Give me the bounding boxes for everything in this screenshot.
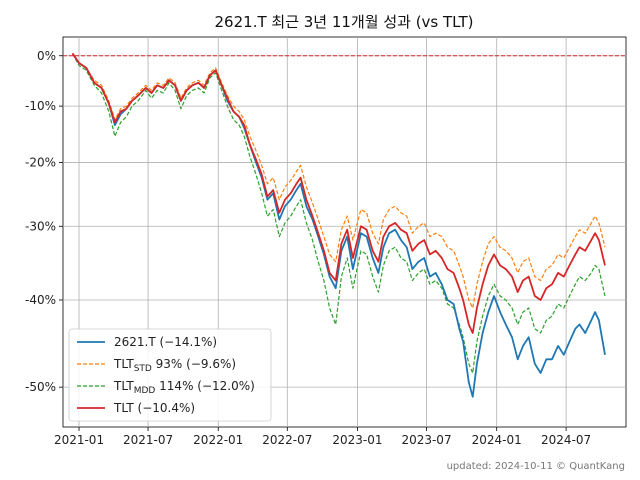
y-axis: 0% -10% -20% -30% -40% -50%: [25, 49, 63, 394]
legend: 2621.T (−14.1%) TLTSTD 93% (−9.6%) TLTMDD …: [68, 328, 272, 422]
x-tick-label: 2023-01: [332, 433, 382, 447]
y-tick-label: 0%: [37, 49, 56, 63]
y-tick-label: -10%: [25, 99, 56, 113]
y-tick-label: -50%: [25, 380, 56, 394]
series-line-1: [72, 53, 606, 309]
x-tick-label: 2023-07: [401, 433, 451, 447]
chart-title: 2621.T 최근 3년 11개월 성과 (vs TLT): [215, 13, 474, 31]
legend-label: 2621.T (−14.1%): [114, 335, 217, 349]
x-tick-label: 2021-01: [54, 433, 104, 447]
series-layer: [71, 52, 606, 398]
y-tick-label: -30%: [25, 219, 56, 233]
x-tick-label: 2022-07: [262, 433, 312, 447]
legend-label: TLTMDD 114% (−12.0%): [113, 379, 255, 396]
x-tick-label: 2021-07: [123, 433, 173, 447]
legend-box: [68, 328, 272, 422]
x-tick-label: 2024-07: [541, 433, 591, 447]
x-tick-label: 2024-01: [472, 433, 522, 447]
y-tick-label: -40%: [25, 293, 56, 307]
legend-label: TLT (−10.4%): [113, 401, 195, 415]
x-tick-label: 2022-01: [193, 433, 243, 447]
series-line-3: [71, 52, 606, 334]
y-tick-label: -20%: [25, 155, 56, 169]
series-line-2: [71, 53, 606, 374]
legend-label: TLTSTD 93% (−9.6%): [113, 357, 236, 374]
x-axis: 2021-01 2021-07 2022-01 2022-07 2023-01 2023-…: [54, 427, 591, 447]
footer-credit: updated: 2024-10-11 © QuantKang: [447, 461, 625, 472]
